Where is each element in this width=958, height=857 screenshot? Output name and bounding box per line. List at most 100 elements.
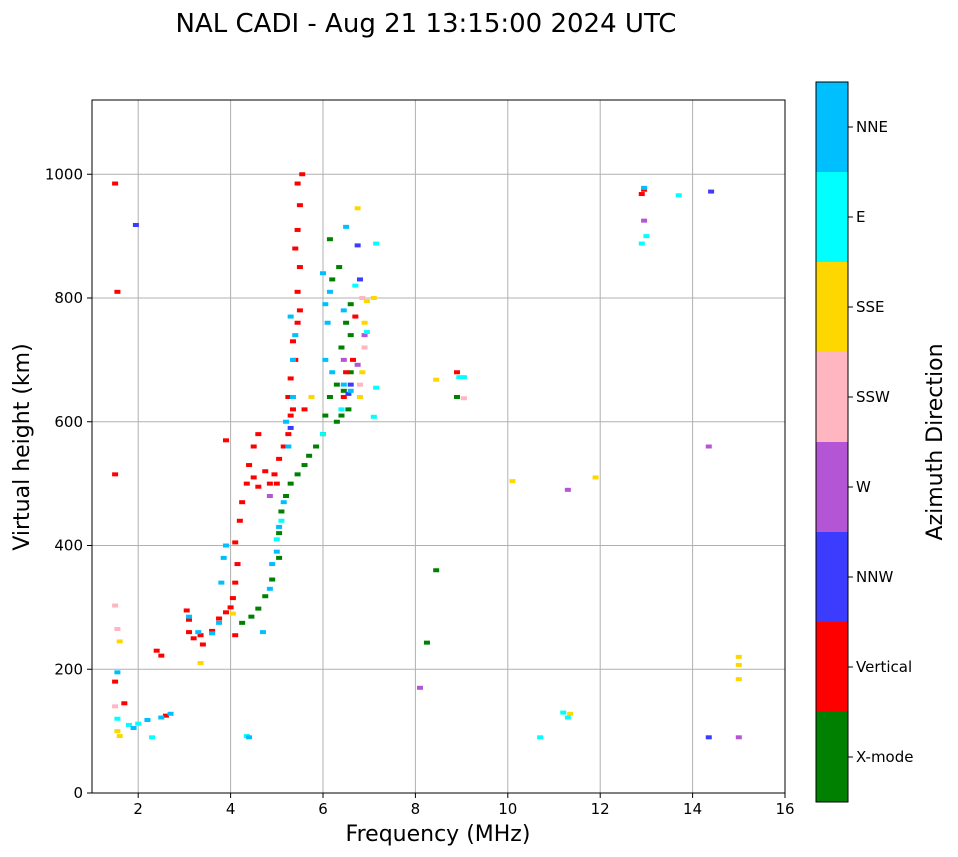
- data-point-nnw: [705, 735, 712, 740]
- data-point-nne: [320, 271, 326, 276]
- x-tick-label: 16: [775, 800, 794, 818]
- data-point-sse: [735, 662, 742, 667]
- data-point-vertical: [296, 265, 303, 270]
- data-point-e: [537, 735, 544, 740]
- data-point-vertical: [186, 630, 193, 635]
- data-point-e: [149, 735, 156, 740]
- data-point-nne: [266, 586, 273, 591]
- data-point-vertical: [232, 633, 239, 638]
- data-point-vertical: [285, 432, 292, 437]
- data-point-vertical: [222, 610, 229, 615]
- data-point-nne: [273, 549, 280, 554]
- data-point-vertical: [112, 181, 119, 186]
- data-point-w: [354, 362, 361, 367]
- data-point-vertical: [216, 616, 223, 621]
- data-point-nne: [322, 302, 329, 307]
- data-point-nne: [216, 620, 223, 625]
- colorbar-tick-label: X-mode: [856, 748, 913, 766]
- data-point-e: [675, 193, 682, 198]
- data-point-sse: [370, 296, 377, 300]
- data-point-nne: [222, 543, 229, 548]
- data-point-w: [641, 218, 648, 223]
- data-point-vertical: [209, 628, 216, 633]
- data-point-nne: [340, 382, 347, 387]
- data-point-x-mode: [340, 388, 347, 393]
- data-point-x-mode: [294, 472, 301, 477]
- data-point-ssw: [460, 396, 467, 401]
- plot-area: 2 4 6 8 10 12 14 16 0 200 400 600 800 1000: [45, 99, 795, 818]
- data-point-w: [564, 487, 571, 492]
- plot-background: [92, 100, 785, 793]
- y-axis-label: Virtual height (km): [10, 343, 35, 550]
- data-point-x-mode: [338, 345, 345, 350]
- data-point-ssw: [356, 382, 363, 387]
- data-point-e: [373, 385, 380, 390]
- data-point-nnw: [287, 425, 294, 430]
- colorbar-tick-label: SSE: [856, 298, 885, 316]
- data-point-vertical: [222, 438, 229, 443]
- data-point-vertical: [292, 246, 299, 251]
- data-point-vertical: [255, 432, 262, 437]
- x-axis-label: Frequency (MHz): [346, 822, 531, 847]
- data-point-w: [266, 494, 273, 498]
- colorbar-tick-label: W: [856, 478, 871, 496]
- data-point-vertical: [266, 481, 273, 486]
- data-point-nne: [347, 388, 354, 393]
- data-point-x-mode: [343, 320, 350, 325]
- data-point-sse: [356, 395, 363, 399]
- colorbar-swatch-sse: [816, 262, 848, 352]
- data-point-nne: [285, 444, 292, 449]
- data-point-x-mode: [336, 265, 343, 270]
- colorbar-label: Azimuth Direction: [923, 343, 948, 540]
- data-point-nne: [218, 580, 225, 585]
- data-point-nne: [269, 562, 276, 567]
- colorbar: X-mode Vertical NNW W SSW SSE E NNE: [816, 82, 913, 802]
- y-tick-label: 400: [54, 537, 83, 555]
- data-point-vertical: [262, 469, 269, 474]
- data-point-vertical: [243, 481, 250, 486]
- y-axis-ticks: 0 200 400 600 800 1000: [45, 165, 92, 802]
- data-point-nnw: [354, 243, 361, 248]
- data-point-vertical: [239, 500, 246, 505]
- data-point-nne: [130, 726, 137, 731]
- data-point-sse: [363, 299, 370, 304]
- data-point-vertical: [285, 395, 292, 399]
- data-point-nne: [220, 555, 227, 560]
- data-point-vertical: [162, 713, 169, 718]
- data-point-nne: [158, 715, 165, 720]
- data-point-vertical: [121, 701, 128, 706]
- data-point-e: [564, 715, 571, 720]
- data-point-x-mode: [333, 419, 340, 424]
- data-point-nnw: [708, 189, 715, 194]
- data-point-w: [417, 685, 424, 690]
- data-point-x-mode: [301, 463, 308, 468]
- data-point-nne: [195, 630, 202, 635]
- data-point-e: [338, 407, 345, 412]
- data-point-nnw: [356, 277, 363, 282]
- data-point-x-mode: [347, 333, 354, 338]
- grid-lines: [92, 100, 786, 794]
- data-point-nne: [329, 370, 336, 375]
- data-point-x-mode: [322, 413, 329, 418]
- data-point-x-mode: [248, 614, 255, 619]
- data-point-x-mode: [453, 395, 460, 399]
- data-point-vertical: [227, 605, 234, 610]
- data-point-vertical: [190, 636, 197, 641]
- data-point-nne: [280, 500, 287, 505]
- data-point-sse: [116, 639, 123, 644]
- data-point-x-mode: [313, 444, 320, 449]
- colorbar-tick-label: NNW: [856, 568, 893, 586]
- data-point-x-mode: [239, 620, 246, 625]
- data-point-ssw: [114, 627, 121, 632]
- data-point-vertical: [250, 475, 257, 480]
- data-point-sse: [361, 320, 368, 325]
- data-point-ssw: [112, 704, 119, 709]
- data-point-x-mode: [255, 606, 262, 611]
- data-point-nne: [144, 717, 151, 722]
- data-point-sse: [735, 654, 742, 659]
- colorbar-tick-label: NNE: [856, 118, 888, 136]
- colorbar-swatch-vertical: [816, 622, 848, 712]
- data-point-sse: [116, 734, 123, 739]
- data-point-vertical: [234, 562, 241, 567]
